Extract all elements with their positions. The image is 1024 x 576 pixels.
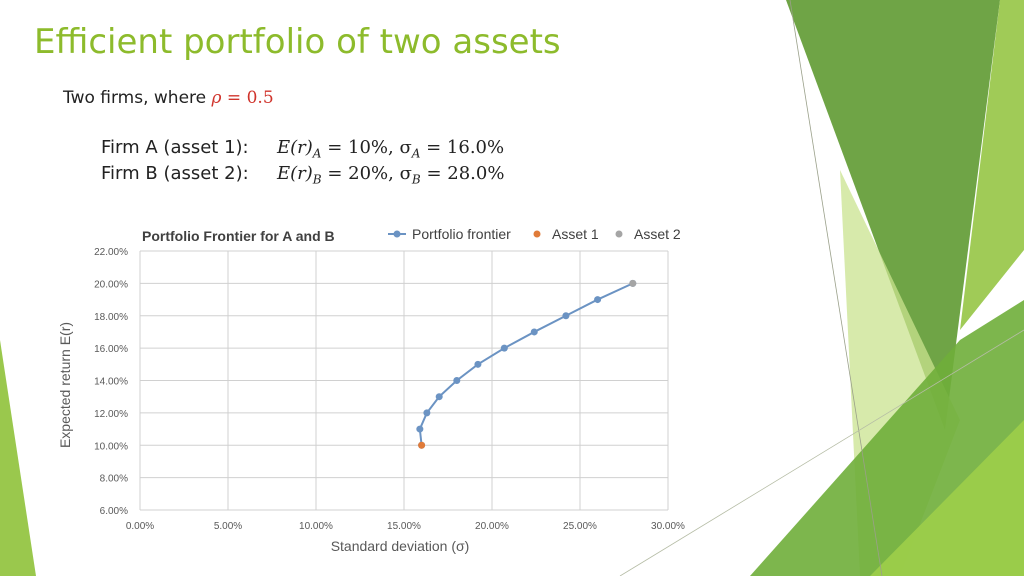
decor-line-1 [789,0,883,576]
firm-a-line: Firm A (asset 1): E(r)A = 10%, σA = 16.0% [101,137,504,161]
firm-a-equation: E(r)A = 10%, σA = 16.0% [277,137,505,161]
firm-b-equation: E(r)B = 20%, σB = 28.0% [277,163,505,187]
legend-label: Asset 1 [552,226,599,242]
y-tick-label: 16.00% [94,344,128,355]
portfolio-frontier-point [416,425,424,433]
x-tick-label: 20.00% [475,521,509,532]
firm-b-line: Firm B (asset 2): E(r)B = 20%, σB = 28.0% [101,163,504,187]
asset-1-point [418,441,426,449]
portfolio-frontier-point [562,312,570,320]
decor-line-2 [619,329,1024,576]
firm-b-label: Firm B (asset 2): [101,163,249,184]
slide-title: Efficient portfolio of two assets [34,22,561,62]
x-axis-label: Standard deviation (σ) [331,538,470,554]
x-tick-label: 15.00% [387,521,421,532]
y-tick-label: 12.00% [94,409,128,420]
rho-symbol: ρ [211,88,222,108]
decor-shard-top-dark [786,0,1000,430]
legend-marker [393,230,401,238]
y-tick-label: 20.00% [94,279,128,290]
x-tick-label: 0.00% [126,521,154,532]
legend-label: Portfolio frontier [412,226,511,242]
x-tick-label: 10.00% [299,521,333,532]
decor-shard-bottom-light [870,420,1024,576]
portfolio-frontier-point [530,328,538,336]
decor-shard-top-right [960,0,1024,330]
portfolio-frontier-point [594,296,602,304]
portfolio-frontier-point [474,360,482,368]
y-tick-label: 6.00% [100,506,128,517]
portfolio-frontier-point [453,377,461,384]
y-tick-label: 18.00% [94,312,128,323]
y-tick-label: 8.00% [100,474,128,485]
legend-marker [615,230,623,238]
asset-2-point [629,279,637,287]
chart-title: Portfolio Frontier for A and B [142,228,335,244]
legend-marker [533,230,541,238]
decor-shard-left [0,340,36,576]
x-tick-label: 30.00% [651,521,685,532]
y-tick-label: 10.00% [94,441,128,452]
y-tick-label: 14.00% [94,377,128,388]
x-tick-label: 5.00% [214,521,242,532]
firm-a-label: Firm A (asset 1): [101,137,249,158]
portfolio-frontier-point [435,393,443,401]
x-tick-label: 25.00% [563,521,597,532]
rho-equals: = [221,88,247,108]
frontier-line [418,282,634,446]
intro-text: Two firms, where [63,88,212,108]
rho-value: 0.5 [246,88,274,108]
y-tick-label: 22.00% [94,247,128,258]
intro-line: Two firms, where ρ = 0.5 [63,88,274,108]
y-axis-label: Expected return E(r) [57,322,73,448]
portfolio-frontier-point [423,409,431,417]
legend-label: Asset 2 [634,226,681,242]
portfolio-frontier-point [500,344,508,352]
